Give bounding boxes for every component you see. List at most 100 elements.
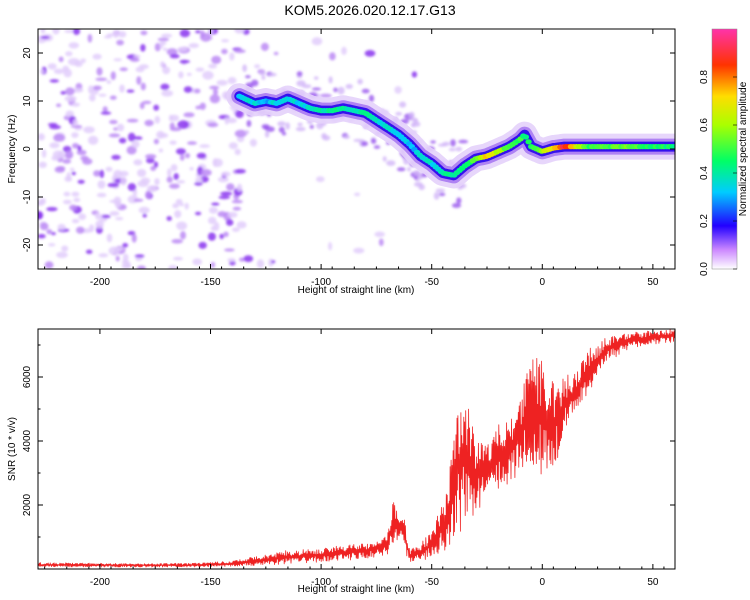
noise-blob [232, 227, 240, 232]
noise-blob [188, 43, 199, 49]
noise-blob [370, 138, 377, 144]
noise-blob [202, 70, 214, 80]
noise-blob [268, 72, 277, 77]
noise-blob [116, 39, 124, 46]
noise-blob [71, 132, 79, 139]
noise-blob [414, 181, 423, 187]
noise-blob [169, 114, 180, 122]
noise-blob [111, 154, 121, 160]
noise-blob [185, 153, 190, 159]
noise-blob [254, 64, 261, 69]
noise-blob [40, 69, 45, 74]
noise-blob [133, 159, 143, 166]
noise-blob [72, 143, 79, 149]
noise-blob [311, 37, 323, 46]
noise-blob [378, 238, 384, 247]
noise-blob [161, 33, 173, 38]
noise-blob [396, 167, 406, 172]
noise-blob [137, 169, 147, 177]
noise-blob [129, 57, 140, 62]
noise-blob [213, 88, 218, 96]
colorbar-tick-label: 0.0 [699, 262, 710, 276]
noise-blob [353, 247, 365, 254]
noise-blob [333, 87, 338, 93]
y-tick-label: 20 [22, 47, 33, 59]
noise-blob [171, 239, 183, 244]
noise-blob [76, 149, 87, 156]
noise-blob [328, 242, 333, 251]
colorbar-tick-label: 0.6 [699, 118, 710, 132]
noise-blob [234, 29, 246, 34]
noise-blob [194, 181, 203, 186]
noise-blob [234, 148, 241, 156]
noise-blob [108, 133, 121, 138]
noise-blob [226, 183, 235, 191]
noise-blob [95, 77, 108, 82]
noise-blob [49, 79, 60, 83]
noise-blob [109, 119, 118, 125]
noise-blob [166, 216, 172, 221]
noise-blob [217, 211, 227, 218]
noise-blob [97, 180, 106, 189]
noise-blob [40, 35, 50, 39]
noise-blob [168, 265, 178, 269]
noise-blob [104, 35, 112, 39]
noise-blob [99, 169, 105, 179]
noise-blob [176, 180, 186, 184]
x-tick-label: -100 [311, 277, 331, 288]
noise-blob [92, 85, 102, 91]
noise-blob [246, 120, 252, 127]
noise-blob [210, 225, 217, 232]
noise-blob [235, 110, 244, 118]
noise-blob [150, 165, 157, 171]
spectrogram-y-label: Frequency (Hz) [7, 115, 18, 184]
noise-blob [313, 76, 319, 80]
noise-blob [227, 258, 236, 262]
noise-blob [430, 140, 436, 144]
noise-blob [208, 63, 218, 69]
y-tick-label: 4000 [22, 429, 33, 452]
colorbar-tick-label: 0.2 [699, 214, 710, 228]
noise-blob [102, 106, 108, 114]
noise-blob [140, 44, 146, 52]
snr-frame [37, 328, 676, 570]
noise-blob [234, 129, 247, 138]
noise-blob [243, 255, 254, 263]
noise-blob [134, 254, 145, 258]
noise-blob [169, 54, 180, 59]
noise-blob [234, 49, 246, 54]
noise-blob [145, 154, 157, 159]
noise-blob [110, 71, 116, 81]
noise-blob [53, 133, 66, 142]
noise-blob [124, 260, 131, 269]
noise-blob [113, 30, 119, 38]
noise-blob [337, 86, 345, 95]
x-tick-label: 0 [540, 577, 546, 588]
noise-blob [208, 206, 218, 214]
noise-blob [46, 229, 53, 235]
x-tick-label: -150 [201, 577, 221, 588]
noise-blob [106, 233, 113, 243]
noise-blob [118, 31, 127, 38]
noise-blob [88, 85, 94, 94]
noise-blob [195, 211, 202, 216]
colorbar-tick-label: 0.4 [699, 166, 710, 180]
noise-blob [48, 243, 56, 247]
noise-blob [386, 160, 396, 167]
noise-blob [223, 231, 229, 237]
noise-blob [183, 86, 193, 93]
noise-blob [211, 55, 222, 64]
noise-blob [154, 178, 160, 186]
noise-blob [345, 84, 353, 89]
noise-blob [66, 172, 71, 181]
noise-blob [72, 87, 84, 93]
noise-blob [399, 101, 407, 108]
noise-blob [261, 124, 270, 129]
noise-blob [177, 47, 188, 52]
noise-blob [394, 86, 402, 94]
noise-blob [38, 133, 45, 141]
noise-blob [113, 58, 122, 62]
noise-blob [295, 126, 306, 132]
noise-blob [285, 122, 291, 130]
noise-blob [162, 66, 171, 75]
